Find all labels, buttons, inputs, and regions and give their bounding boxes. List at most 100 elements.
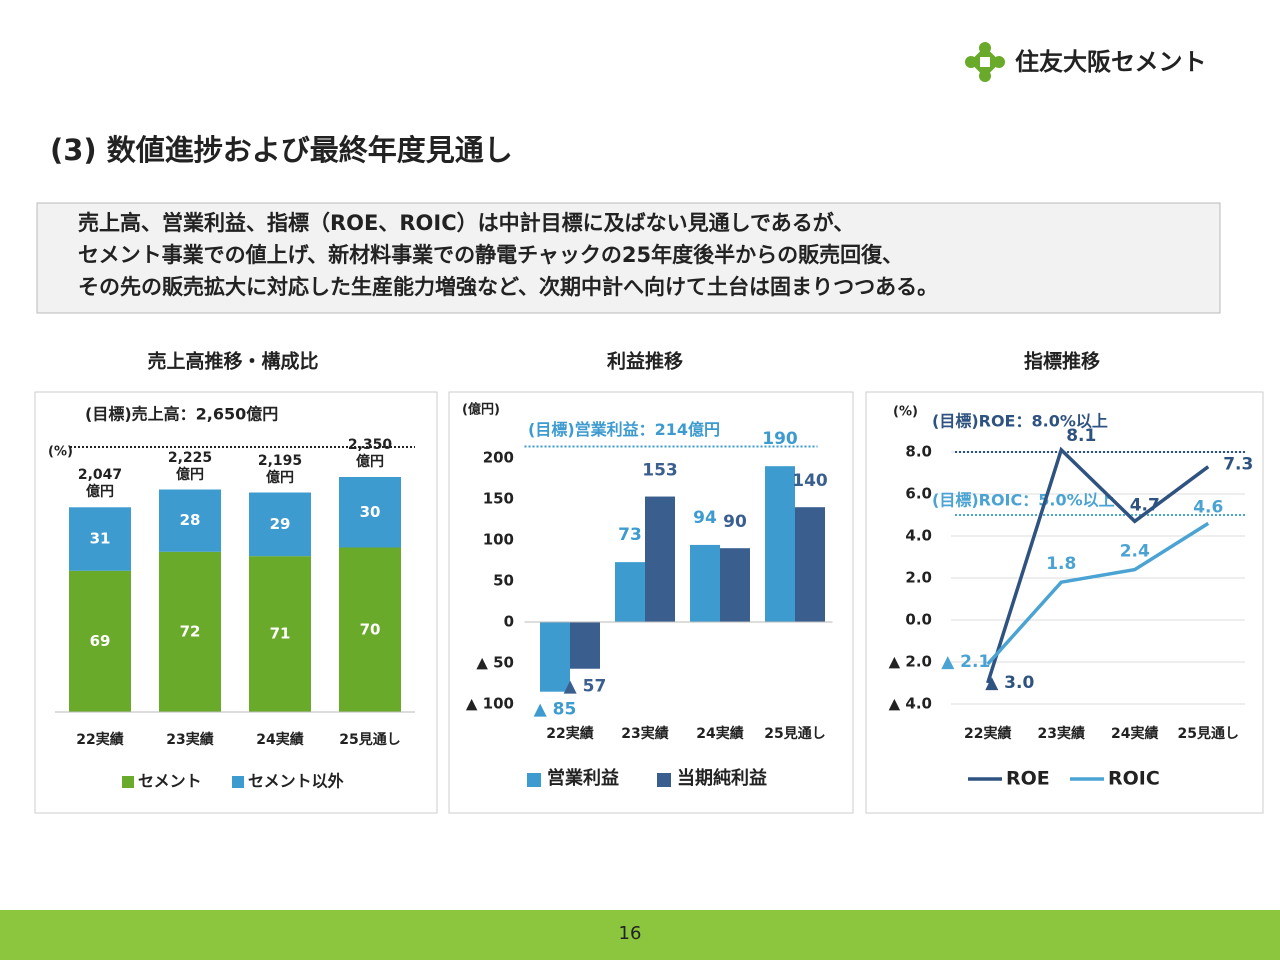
y-tick-label: 8.0 <box>905 443 932 461</box>
bar <box>720 548 750 622</box>
y-tick-label: ▲ 100 <box>466 695 514 713</box>
bar-segment <box>159 551 221 712</box>
total-label: 2,047 億円 <box>77 467 123 501</box>
legend-label: ROE <box>1006 768 1050 790</box>
bar-value-label: 30 <box>360 503 381 521</box>
bar <box>645 496 675 622</box>
target-label: (目標)営業利益：214億円 <box>528 420 720 439</box>
bar-segment <box>249 492 311 557</box>
bar-value-label: 94 <box>693 508 717 528</box>
bar-segment <box>69 507 131 571</box>
legend-swatch <box>232 776 244 788</box>
y-tick-label: ▲ 4.0 <box>889 695 932 713</box>
x-tick-label: 24実績 <box>696 725 743 742</box>
x-tick-label: 23実績 <box>166 731 213 748</box>
chart-title: 売上高推移・構成比 <box>147 350 318 373</box>
target-label: (目標)ROIC：5.0%以上 <box>932 491 1115 510</box>
line-series <box>986 446 1210 684</box>
summary-box <box>36 202 1221 314</box>
legend-label: セメント <box>138 772 202 791</box>
y-tick-label: 100 <box>483 531 514 549</box>
chart-frame <box>865 391 1264 814</box>
logo-text: 住友大阪セメント <box>1015 48 1207 76</box>
point-value-label: 4.7 <box>1130 495 1160 515</box>
point-value-label: 1.8 <box>1046 554 1076 574</box>
point-value-label: 4.6 <box>1193 497 1223 517</box>
total-label: 2,195 億円 <box>257 452 303 486</box>
y-tick-label: ▲ 50 <box>476 654 514 672</box>
bar-value-label: ▲ 85 <box>534 700 577 720</box>
y-tick-label: 0.0 <box>905 611 932 629</box>
y-tick-label: 6.0 <box>905 485 932 503</box>
x-tick-label: 22実績 <box>964 725 1011 742</box>
x-tick-label: 22実績 <box>546 725 593 742</box>
point-value-label: ▲ 2.1 <box>941 652 990 672</box>
legend-label: ROIC <box>1108 768 1160 790</box>
bar-value-label: 140 <box>792 471 828 491</box>
legend-label: 当期純利益 <box>677 767 767 789</box>
bar <box>570 622 600 669</box>
point-value-label: ▲ 3.0 <box>985 673 1034 693</box>
y-tick-label: 2.0 <box>905 569 932 587</box>
bar-value-label: 28 <box>180 511 201 529</box>
legend-label: 営業利益 <box>547 767 619 789</box>
x-tick-label: 22実績 <box>76 731 123 748</box>
chart-title: 指標推移 <box>1024 350 1100 373</box>
point-value-label: 8.1 <box>1066 426 1096 446</box>
page-title: (3) 数値進捗および最終年度見通し <box>50 133 513 167</box>
footer-bar <box>0 910 1280 960</box>
bar-value-label: 71 <box>270 625 291 643</box>
bar-value-label: 31 <box>90 530 111 548</box>
bar-value-label: 73 <box>618 525 642 545</box>
bar-segment <box>339 477 401 548</box>
y-axis-label: (%) <box>893 405 918 420</box>
x-tick-label: 25見通し <box>1178 726 1239 742</box>
y-tick-label: 50 <box>493 572 514 590</box>
target-label: (目標)ROE：8.0%以上 <box>932 412 1108 431</box>
y-tick-label: 200 <box>483 449 514 467</box>
point-value-label: 2.4 <box>1120 542 1150 562</box>
bar-value-label: ▲ 57 <box>564 677 607 697</box>
bar-value-label: 70 <box>360 620 381 638</box>
bar-value-label: 72 <box>180 622 201 640</box>
legend-swatch <box>657 773 671 787</box>
y-tick-label: 150 <box>483 490 514 508</box>
total-label: 2,350 億円 <box>347 437 393 470</box>
summary-line: 売上高、営業利益、指標（ROE、ROIC）は中計目標に及ばない見通しであるが、 <box>78 211 854 235</box>
x-tick-label: 25見通し <box>339 732 400 748</box>
bar-value-label: 29 <box>270 515 291 533</box>
total-label: 2,225 億円 <box>167 449 213 483</box>
y-tick-label: 4.0 <box>905 527 932 545</box>
summary-line: セメント事業での値上げ、新材料事業での静電チャックの25年度後半からの販売回復、 <box>78 243 903 267</box>
bar-value-label: 69 <box>90 632 111 650</box>
x-tick-label: 25見通し <box>764 726 825 742</box>
target-label: (目標)売上高：2,650億円 <box>85 405 278 424</box>
legend-swatch <box>527 773 541 787</box>
bar <box>795 507 825 622</box>
logo-icon <box>965 42 1005 82</box>
y-tick-label: ▲ 2.0 <box>889 653 932 671</box>
y-axis-label: (%) <box>48 445 73 460</box>
line-series <box>986 521 1210 666</box>
bar-value-label: 153 <box>642 461 678 481</box>
bar <box>765 466 795 622</box>
bar-segment <box>159 489 221 552</box>
page-number: 16 <box>619 923 642 944</box>
bar <box>615 562 645 622</box>
x-tick-label: 23実績 <box>621 725 668 742</box>
point-value-label: 7.3 <box>1223 455 1253 475</box>
bar-segment <box>249 556 311 712</box>
y-tick-label: 0 <box>504 613 514 631</box>
chart-title: 利益推移 <box>607 350 683 373</box>
x-tick-label: 24実績 <box>256 731 303 748</box>
bar-segment <box>339 547 401 712</box>
bar-value-label: 190 <box>762 429 798 449</box>
y-axis-label: (億円) <box>462 402 500 418</box>
bar-value-label: 90 <box>723 512 747 532</box>
legend-swatch <box>122 776 134 788</box>
x-tick-label: 24実績 <box>1111 725 1158 742</box>
bar <box>540 622 570 692</box>
legend-label: セメント以外 <box>248 772 344 791</box>
